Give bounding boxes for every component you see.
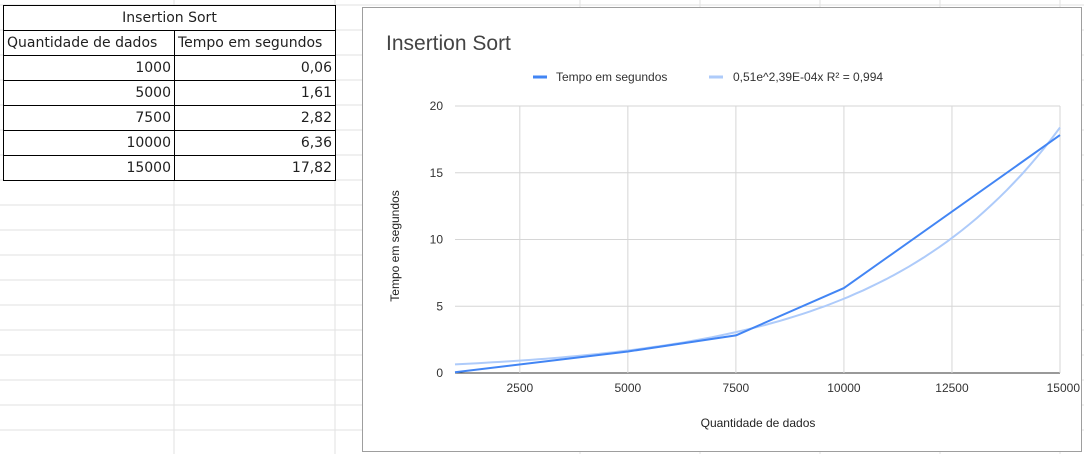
chart-title: Insertion Sort: [386, 32, 511, 55]
y-tick-label: 5: [436, 299, 443, 313]
y-tick-label: 0: [436, 366, 443, 380]
cell-quantidade[interactable]: 1000: [3, 55, 175, 81]
data-series-line: [454, 134, 1061, 374]
cell-tempo[interactable]: 2,82: [174, 105, 336, 131]
table-title-row: Insertion Sort: [3, 5, 336, 31]
cell-tempo[interactable]: 6,36: [174, 130, 336, 156]
y-axis-ticks: 0 5 10 15 20: [430, 99, 444, 380]
x-tick-label: 12500: [935, 381, 969, 395]
cell-quantidade[interactable]: 5000: [3, 80, 175, 106]
table-row: 10000 6,36: [3, 130, 336, 156]
cell-tempo[interactable]: 17,82: [174, 155, 336, 181]
table-title[interactable]: Insertion Sort: [3, 5, 336, 31]
x-tick-label: 5000: [615, 381, 642, 395]
x-tick-label: 10000: [827, 381, 861, 395]
cell-tempo[interactable]: 1,61: [174, 80, 336, 106]
x-tick-label: 7500: [723, 381, 750, 395]
x-axis-title: Quantidade de dados: [701, 416, 816, 430]
header-quantidade[interactable]: Quantidade de dados: [3, 30, 175, 56]
table-row: 1000 0,06: [3, 55, 336, 81]
table-header-row: Quantidade de dados Tempo em segundos: [3, 30, 336, 56]
cell-quantidade[interactable]: 10000: [3, 130, 175, 156]
trendline-series: [454, 126, 1061, 366]
x-axis-ticks: 2500 5000 7500 10000 12500 15000: [506, 381, 1080, 395]
table-row: 5000 1,61: [3, 80, 336, 106]
y-axis-title: Tempo em segundos: [388, 190, 402, 301]
chart-container[interactable]: Insertion Sort Tempo em segundos 0,51e^2…: [362, 7, 1082, 452]
table-row: 15000 17,82: [3, 155, 336, 181]
header-tempo[interactable]: Tempo em segundos: [174, 30, 336, 56]
legend-label-series: Tempo em segundos: [556, 70, 667, 84]
gridlines: [455, 105, 1061, 374]
legend-label-trendline: 0,51e^2,39E-04x R² = 0,994: [733, 70, 883, 84]
y-tick-label: 10: [430, 233, 444, 247]
cell-quantidade[interactable]: 15000: [3, 155, 175, 181]
y-tick-label: 20: [430, 99, 444, 113]
x-tick-label: 15000: [1047, 381, 1081, 395]
table-row: 7500 2,82: [3, 105, 336, 131]
data-table: Insertion Sort Quantidade de dados Tempo…: [3, 5, 336, 181]
cell-quantidade[interactable]: 7500: [3, 105, 175, 131]
line-chart: Insertion Sort Tempo em segundos 0,51e^2…: [386, 32, 1080, 430]
plot-area: [454, 126, 1061, 374]
y-tick-label: 15: [430, 166, 444, 180]
cell-tempo[interactable]: 0,06: [174, 55, 336, 81]
x-tick-label: 2500: [506, 381, 533, 395]
legend: Tempo em segundos 0,51e^2,39E-04x R² = 0…: [533, 70, 883, 84]
